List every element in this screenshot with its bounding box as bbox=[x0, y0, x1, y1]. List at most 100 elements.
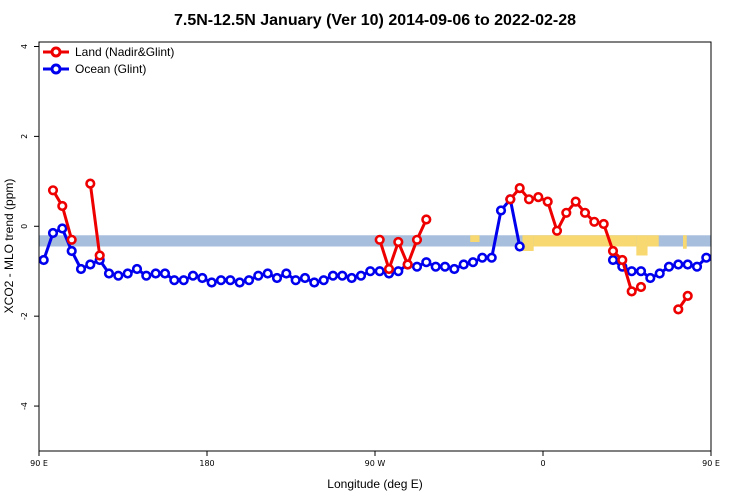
ocean-data-point bbox=[159, 268, 171, 279]
ocean-data-point bbox=[449, 263, 460, 275]
land-data-point bbox=[542, 196, 553, 207]
land-data-point bbox=[740, 236, 748, 244]
land-data-point bbox=[393, 236, 404, 248]
highlight-region bbox=[522, 235, 534, 251]
legend-land-label: Land (Nadir&Glint) bbox=[75, 45, 174, 59]
land-data-point bbox=[682, 290, 693, 302]
chart-title: 7.5N-12.5N January (Ver 10) 2014-09-06 t… bbox=[174, 12, 576, 29]
ocean-data-point bbox=[421, 257, 432, 268]
y-tick-label: -4 bbox=[20, 402, 29, 410]
ocean-data-point bbox=[514, 241, 525, 252]
ocean-data-point bbox=[103, 268, 115, 279]
ocean-data-point bbox=[701, 252, 711, 263]
ocean-data-point bbox=[234, 277, 245, 288]
ocean-data-point bbox=[654, 268, 665, 279]
y-tick-label: 4 bbox=[20, 44, 29, 49]
ocean-data-point bbox=[607, 254, 619, 266]
ocean-data-point bbox=[299, 272, 311, 284]
ocean-data-point bbox=[411, 261, 423, 272]
land-data-point bbox=[551, 225, 563, 236]
land-data-point bbox=[421, 214, 432, 225]
land-data-point bbox=[94, 250, 105, 261]
y-tick-label: -2 bbox=[20, 312, 29, 320]
ocean-data-point bbox=[731, 225, 739, 233]
ocean-data-point bbox=[187, 270, 199, 281]
ocean-data-point bbox=[57, 223, 68, 234]
ocean-data-point bbox=[66, 245, 77, 257]
land-data-point bbox=[505, 194, 516, 205]
land-data-point bbox=[607, 245, 619, 257]
land-data-point bbox=[721, 187, 729, 195]
ocean-data-point bbox=[710, 258, 711, 262]
ocean-data-point bbox=[131, 263, 143, 275]
land-data-point bbox=[589, 216, 600, 227]
series-layer bbox=[39, 178, 748, 315]
land-data-point bbox=[626, 286, 637, 297]
land-data-point bbox=[402, 259, 413, 270]
ocean-data-point bbox=[374, 266, 385, 277]
land-data-point bbox=[579, 207, 591, 218]
land-data-point bbox=[570, 196, 581, 207]
ocean-data-point bbox=[197, 272, 208, 284]
x-tick-label: 90 E bbox=[30, 459, 48, 468]
land-data-point bbox=[561, 207, 572, 218]
ocean-data-point bbox=[206, 277, 217, 288]
ocean-data-point bbox=[458, 259, 469, 270]
ocean-data-point bbox=[281, 268, 292, 279]
ocean-data-point bbox=[290, 275, 301, 286]
ocean-data-point bbox=[225, 275, 236, 286]
x-tick-label: 0 bbox=[540, 459, 545, 468]
land-data-point bbox=[66, 234, 77, 245]
land-data-point bbox=[47, 185, 59, 196]
ocean-data-point bbox=[673, 259, 684, 270]
ocean-data-point bbox=[327, 270, 339, 281]
ocean-data-point bbox=[318, 275, 329, 286]
ocean-data-point bbox=[477, 252, 488, 263]
ocean-data-point bbox=[393, 266, 404, 277]
land-data-point bbox=[598, 218, 609, 230]
highlight-region bbox=[470, 235, 480, 243]
ocean-data-point bbox=[169, 275, 180, 286]
ocean-data-point bbox=[439, 261, 451, 272]
ocean-data-point bbox=[309, 277, 320, 288]
ocean-data-point bbox=[243, 275, 255, 286]
land-data-point bbox=[57, 200, 68, 212]
land-data-point bbox=[383, 263, 395, 275]
legend-ocean-marker bbox=[50, 63, 62, 75]
x-axis-label: Longitude (deg E) bbox=[327, 477, 422, 491]
ocean-data-point bbox=[486, 252, 497, 263]
ocean-data-point bbox=[645, 272, 656, 284]
ocean-data-point bbox=[337, 270, 348, 281]
legend-land-marker bbox=[50, 46, 62, 58]
ocean-data-point bbox=[39, 254, 49, 266]
ocean-data-point bbox=[430, 261, 441, 272]
y-axis: 4 2 0 -2 -4 bbox=[20, 44, 39, 410]
x-tick-label: 90 E bbox=[702, 459, 720, 468]
ocean-data-point bbox=[47, 227, 59, 239]
land-data-point bbox=[731, 202, 739, 210]
ocean-data-point bbox=[271, 272, 283, 284]
ocean-data-point bbox=[150, 268, 161, 279]
highlight-region bbox=[636, 235, 648, 256]
land-data-point bbox=[635, 281, 647, 293]
ocean-data-point bbox=[253, 270, 264, 281]
ocean-data-point bbox=[740, 247, 748, 255]
land-data-point bbox=[523, 194, 535, 205]
ocean-data-point bbox=[262, 268, 273, 279]
ocean-data-point bbox=[85, 259, 96, 270]
ocean-data-point bbox=[721, 229, 729, 237]
ocean-data-point bbox=[75, 263, 87, 275]
land-data-point bbox=[514, 183, 525, 194]
ocean-data-point bbox=[178, 275, 189, 286]
ocean-data-point bbox=[141, 270, 152, 281]
ocean-data-point bbox=[635, 266, 647, 277]
ocean-data-point bbox=[215, 275, 227, 286]
ocean-data-point bbox=[691, 261, 703, 272]
land-data-point bbox=[374, 234, 385, 245]
ocean-data-point bbox=[467, 257, 479, 268]
ocean-data-point bbox=[113, 270, 124, 281]
land-series-line bbox=[88, 183, 102, 256]
x-tick-label: 90 W bbox=[365, 459, 386, 468]
highlight-layer bbox=[470, 235, 687, 256]
land-data-point bbox=[411, 234, 423, 245]
